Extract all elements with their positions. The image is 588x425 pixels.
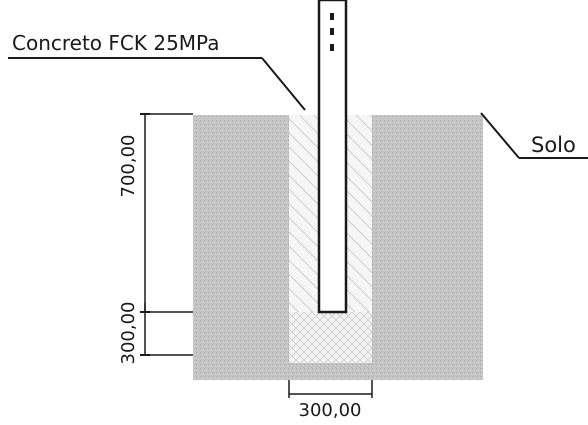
concrete-label: Concreto FCK 25MPa [12, 31, 219, 55]
dim-label-upper-depth: 700,00 [118, 135, 139, 198]
concrete-footing-base [289, 312, 372, 363]
dim-label-lower-depth: 300,00 [118, 302, 139, 365]
concrete-leader-diagonal [261, 57, 306, 111]
post-hole-1 [330, 13, 334, 20]
post [317, 0, 348, 314]
dim-label-width: 300,00 [299, 400, 362, 421]
post-hole-3 [330, 44, 334, 51]
soil-label: Solo [531, 133, 576, 157]
post-hole-2 [330, 28, 334, 35]
soil-leader-diagonal [480, 112, 520, 159]
